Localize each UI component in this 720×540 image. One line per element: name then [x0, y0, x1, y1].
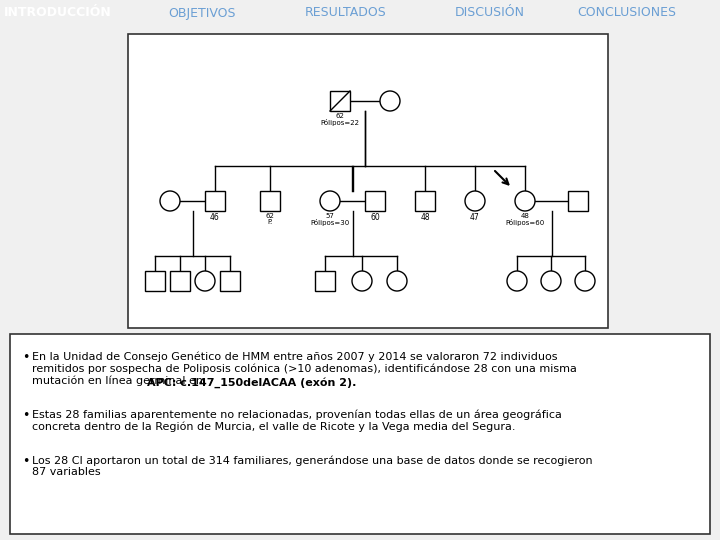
Text: Estas 28 familias aparentemente no relacionadas, provenían todas ellas de un áre: Estas 28 familias aparentemente no relac… [32, 409, 562, 431]
Bar [330, 91, 350, 111]
Bar [315, 271, 335, 291]
Bar [365, 191, 385, 211]
Text: 62: 62 [336, 113, 344, 119]
Text: •: • [22, 409, 30, 422]
Text: 46: 46 [210, 213, 220, 222]
Text: 60: 60 [370, 213, 380, 222]
Text: •: • [22, 351, 30, 364]
Ellipse shape [575, 271, 595, 291]
Ellipse shape [160, 191, 180, 211]
Ellipse shape [320, 191, 340, 211]
Bar [205, 191, 225, 211]
Text: DISCUSIÓN: DISCUSIÓN [454, 6, 525, 19]
Text: 48: 48 [521, 213, 529, 219]
Text: Los 28 CI aportaron un total de 314 familiares, generándose una base de datos do: Los 28 CI aportaron un total de 314 fami… [32, 455, 593, 477]
Ellipse shape [541, 271, 561, 291]
Ellipse shape [465, 191, 485, 211]
Text: 48: 48 [420, 213, 430, 222]
Ellipse shape [387, 271, 407, 291]
Text: En la Unidad de Consejo Genético de HMM entre años 2007 y 2014 se valoraron 72 i: En la Unidad de Consejo Genético de HMM … [32, 351, 577, 386]
Bar [260, 191, 280, 211]
Ellipse shape [195, 271, 215, 291]
Text: 62: 62 [266, 213, 274, 219]
Text: 57: 57 [325, 213, 334, 219]
Text: OBJETIVOS: OBJETIVOS [168, 6, 235, 19]
Bar [170, 271, 190, 291]
Bar [128, 34, 608, 328]
Text: APC: c.147_150delACAA (exón 2).: APC: c.147_150delACAA (exón 2). [147, 377, 356, 388]
Ellipse shape [515, 191, 535, 211]
Text: P.: P. [267, 219, 273, 225]
Bar [220, 271, 240, 291]
Text: •: • [22, 455, 30, 468]
Bar [10, 334, 710, 534]
Bar [415, 191, 435, 211]
Ellipse shape [380, 91, 400, 111]
Bar [568, 191, 588, 211]
Ellipse shape [352, 271, 372, 291]
Text: CONCLUSIONES: CONCLUSIONES [577, 6, 676, 19]
Bar [145, 271, 165, 291]
Text: INTRODUCCIÓN: INTRODUCCIÓN [4, 6, 112, 19]
Text: RESULTADOS: RESULTADOS [305, 6, 387, 19]
Text: Pólipos=22: Pólipos=22 [320, 119, 359, 126]
Ellipse shape [507, 271, 527, 291]
Text: 47: 47 [470, 213, 480, 222]
Text: Pólipos=30: Pólipos=30 [310, 219, 350, 226]
Text: Pólipos=60: Pólipos=60 [505, 219, 544, 226]
